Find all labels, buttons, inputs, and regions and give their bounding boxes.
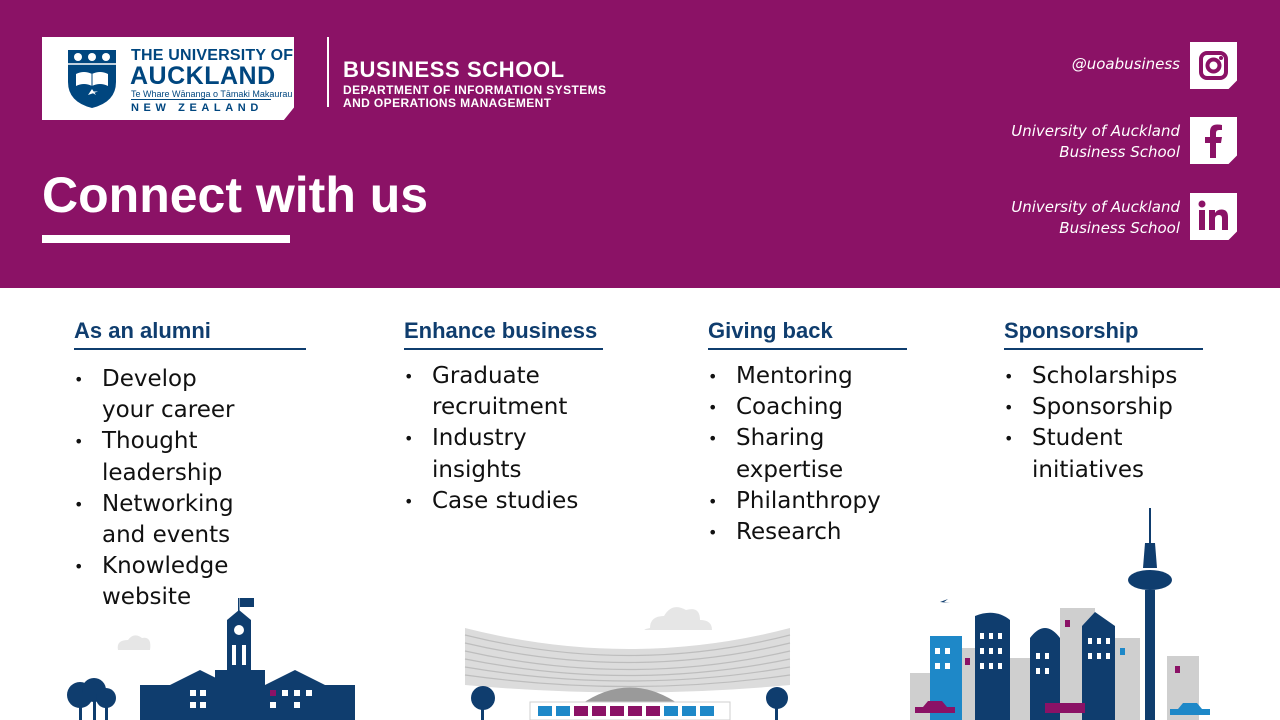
list-item: Mentoring xyxy=(708,361,907,392)
instagram-icon xyxy=(1199,51,1228,80)
bullet-list: Graduate recruitment Industry insights C… xyxy=(404,361,603,517)
list-item: Philanthropy xyxy=(708,486,907,517)
linkedin-link[interactable] xyxy=(1190,193,1237,240)
title-underline xyxy=(42,235,290,243)
list-item: Industry insights xyxy=(404,423,603,485)
university-name-line1: THE UNIVERSITY OF xyxy=(131,47,294,64)
linkedin-label[interactable]: University of Auckland Business School xyxy=(1011,197,1180,239)
instagram-label[interactable]: @uoabusiness xyxy=(1072,54,1180,75)
linkedin-icon xyxy=(1198,200,1228,230)
department-line1: DEPARTMENT OF INFORMATION SYSTEMS xyxy=(343,83,607,97)
facebook-label-line1: University of Auckland xyxy=(1011,122,1180,140)
column-heading: Enhance business xyxy=(404,318,603,350)
clocktower-illustration-icon xyxy=(67,598,355,720)
university-logo[interactable]: THE UNIVERSITY OF AUCKLAND Te Whare Wāna… xyxy=(42,37,294,120)
list-item: Scholarships xyxy=(1004,361,1203,392)
list-item: Coaching xyxy=(708,392,907,423)
university-name-line2: AUCKLAND xyxy=(130,62,276,90)
business-school-building-illustration-icon xyxy=(464,607,791,720)
page-title: Connect with us xyxy=(42,167,429,223)
list-item: Networking and events xyxy=(74,489,282,551)
facebook-label[interactable]: University of Auckland Business School xyxy=(1011,121,1180,163)
school-name: BUSINESS SCHOOL xyxy=(343,57,565,82)
crest-icon xyxy=(68,50,116,108)
column-heading: Giving back xyxy=(708,318,907,350)
column-sponsorship: Sponsorship Scholarships Sponsorship Stu… xyxy=(1004,318,1203,486)
bullet-list: Mentoring Coaching Sharing expertise Phi… xyxy=(708,361,907,548)
list-item: Graduate recruitment xyxy=(404,361,572,423)
list-item: Sponsorship xyxy=(1004,392,1203,423)
department-line2: AND OPERATIONS MANAGEMENT xyxy=(343,96,552,110)
bullet-list: Develop your career Thought leadership N… xyxy=(74,364,306,614)
column-giving-back: Giving back Mentoring Coaching Sharing e… xyxy=(708,318,907,548)
facebook-link[interactable] xyxy=(1190,117,1237,164)
list-item: Develop your career xyxy=(74,364,252,426)
facebook-icon xyxy=(1205,124,1222,158)
linkedin-label-line1: University of Auckland xyxy=(1011,198,1180,216)
column-alumni: As an alumni Develop your career Thought… xyxy=(74,318,306,614)
list-item: Research xyxy=(708,517,907,548)
list-item: Knowledge website xyxy=(74,551,306,613)
university-maori-name: Te Whare Wānanga o Tāmaki Makaurau xyxy=(131,89,293,99)
column-heading: As an alumni xyxy=(74,318,306,350)
instagram-link[interactable] xyxy=(1190,42,1237,89)
column-enhance-business: Enhance business Graduate recruitment In… xyxy=(404,318,603,517)
list-item: Case studies xyxy=(404,486,603,517)
list-item: Student initiatives xyxy=(1004,423,1144,485)
column-heading: Sponsorship xyxy=(1004,318,1203,350)
instagram-handle: @uoabusiness xyxy=(1071,55,1180,73)
bullet-list: Scholarships Sponsorship Student initiat… xyxy=(1004,361,1203,486)
city-skyline-illustration-icon xyxy=(910,508,1210,720)
list-item: Sharing expertise xyxy=(708,423,846,485)
university-country: NEW ZEALAND xyxy=(131,99,271,114)
list-item: Thought leadership xyxy=(74,426,306,488)
header-banner: THE UNIVERSITY OF AUCKLAND Te Whare Wāna… xyxy=(0,0,1280,288)
facebook-label-line2: Business School xyxy=(1059,143,1180,161)
header-divider xyxy=(327,37,329,107)
linkedin-label-line2: Business School xyxy=(1059,219,1180,237)
